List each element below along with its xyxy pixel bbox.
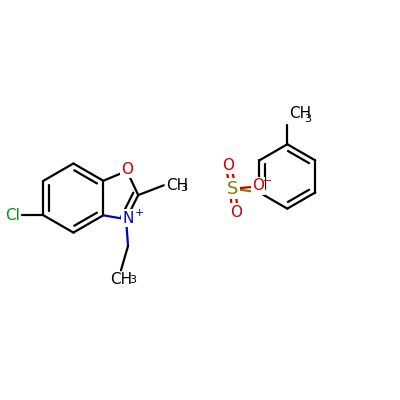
Text: S: S <box>227 180 238 198</box>
Text: O: O <box>121 162 133 177</box>
Text: Cl: Cl <box>5 208 20 223</box>
Text: −: − <box>262 176 272 186</box>
Text: 3: 3 <box>129 275 136 285</box>
Text: 3: 3 <box>304 114 311 124</box>
Text: O: O <box>230 205 242 220</box>
Text: CH: CH <box>289 106 312 121</box>
Text: CH: CH <box>166 178 188 193</box>
Text: 3: 3 <box>180 184 187 194</box>
Text: +: + <box>135 208 144 218</box>
Text: O: O <box>252 178 264 193</box>
Text: O: O <box>222 158 234 172</box>
Text: N: N <box>122 210 134 226</box>
Text: CH: CH <box>110 272 132 287</box>
